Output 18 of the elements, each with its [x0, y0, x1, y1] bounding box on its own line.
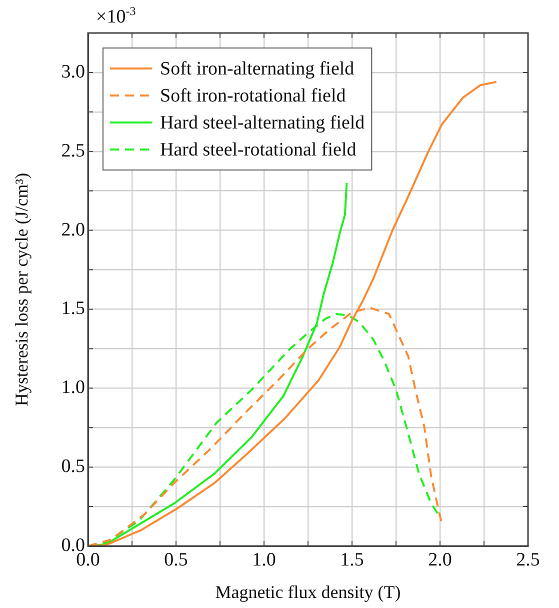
x-tick-label: 2.0 — [428, 549, 452, 570]
y-tick-label: 1.0 — [61, 377, 85, 398]
x-tick-label: 2.5 — [516, 549, 540, 570]
y-tick-label: 3.0 — [61, 61, 85, 82]
x-tick-label: 0.5 — [164, 549, 188, 570]
y-axis-title: Hysteresis loss per cycle (J/cm³) — [12, 172, 32, 406]
y-tick-label: 2.0 — [61, 219, 85, 240]
x-tick-label: 1.0 — [252, 549, 276, 570]
x-axis-title: Magnetic flux density (T) — [215, 582, 401, 602]
legend-label: Hard steel-rotational field — [160, 139, 357, 160]
text: ×10$^{-3}$ — [96, 4, 136, 28]
x-tick-label: 1.5 — [340, 549, 364, 570]
legend-label: Hard steel-alternating field — [160, 112, 366, 134]
y-tick-label: 0.5 — [61, 456, 85, 478]
y-tick-label: 1.5 — [61, 298, 85, 320]
y-tick-label: 2.5 — [61, 140, 85, 162]
legend-label: Soft iron-rotational field — [160, 85, 346, 106]
legend-label: Soft iron-alternating field — [160, 58, 355, 80]
